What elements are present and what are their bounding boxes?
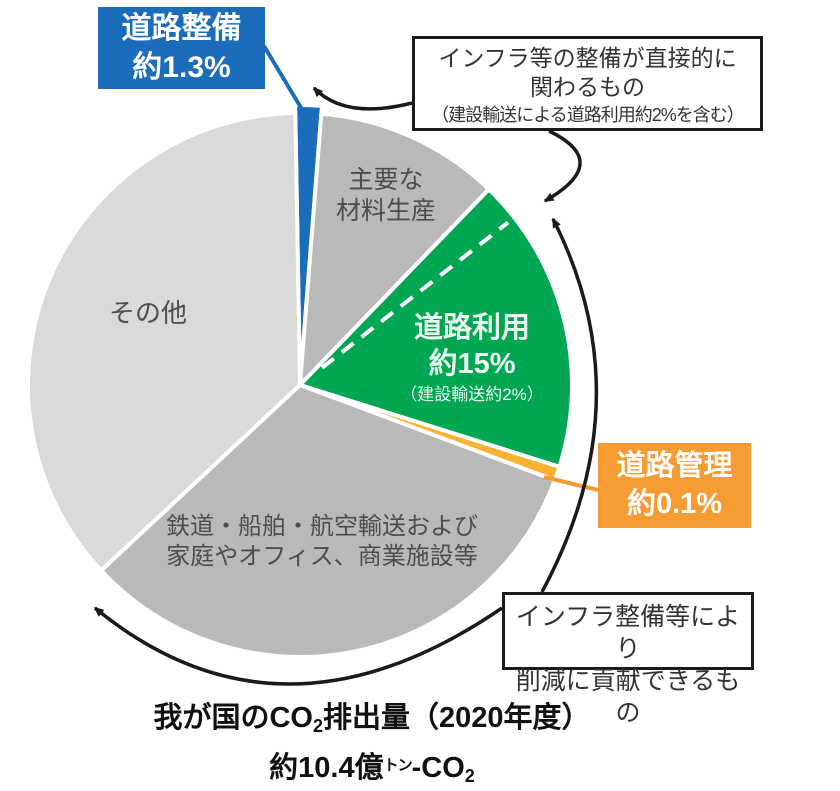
slice-label-others: その他 xyxy=(108,298,188,328)
caption-line2: 約10.4億トン-CO2 xyxy=(269,752,475,786)
materials-line2: 材料生産 xyxy=(335,197,437,225)
slice-label-transport: 鉄道・船舶・航空輸送および 家庭やオフィス、商業施設等 xyxy=(166,512,478,572)
road-management-value: 約0.1% xyxy=(626,488,723,520)
caption-co2-subscript-2: 2 xyxy=(464,766,475,786)
arc-reduction-right-arrow xyxy=(540,217,599,593)
arrow-direct-to-construction-transport xyxy=(543,129,582,203)
caption-line1: 我が国のCO2排出量（2020年度） xyxy=(153,702,591,736)
pie xyxy=(25,102,574,659)
road-management-label: 道路管理 xyxy=(616,450,733,482)
direct-callout-line1: インフラ等の整備が直接的に xyxy=(438,45,737,71)
pie-slice-transport-households xyxy=(99,383,557,659)
road-use-line3: （建設輸送約2%） xyxy=(400,385,544,404)
construction-transport-divider xyxy=(320,220,510,370)
transport-line1: 鉄道・船舶・航空輸送および xyxy=(166,513,478,540)
road-development-leader-line xyxy=(262,44,308,118)
road-use-line2: 約15% xyxy=(428,348,516,380)
caption-co2-subscript: 2 xyxy=(312,716,324,736)
road-development-value: 約1.3% xyxy=(132,51,231,84)
direct-callout-line3: （建設輸送による道路利用約2%を含む） xyxy=(431,105,744,125)
arrow-direct-to-road-development xyxy=(312,86,413,111)
pie-slice-others xyxy=(25,111,302,573)
direct-callout-line2: 関わるもの xyxy=(530,74,645,100)
pie-slice-materials-production xyxy=(298,111,491,387)
road-management-leader-line xyxy=(543,475,599,492)
reduction-callout-line2: 削減に貢献できるもの xyxy=(515,667,741,727)
dashed-divider-group xyxy=(320,220,510,370)
materials-line1: 主要な xyxy=(348,166,424,194)
caption-ton-small: トン xyxy=(383,757,413,774)
slice-label-materials: 主要な 材料生産 xyxy=(336,165,436,227)
road-use-line1: 道路利用 xyxy=(413,312,531,344)
road-development-label: 道路整備 xyxy=(121,12,242,45)
chart-caption: 我が国のCO2排出量（2020年度） 約10.4億トン-CO2 xyxy=(153,699,590,791)
reduction-contribution-callout: インフラ整備等により 削減に貢献できるもの xyxy=(502,592,754,727)
arc-reduction-bottom-arrow xyxy=(93,606,503,686)
pie-slice-road-use xyxy=(298,187,574,469)
road-management-callout: 道路管理 約0.1% xyxy=(598,443,751,528)
transport-line2: 家庭やオフィス、商業施設等 xyxy=(166,543,478,570)
slice-label-road-use: 道路利用 約15% （建設輸送約2%） xyxy=(400,310,544,406)
direct-involvement-callout: インフラ等の整備が直接的に 関わるもの （建設輸送による道路利用約2%を含む） xyxy=(412,36,763,131)
reduction-callout-line1: インフラ整備等により xyxy=(515,603,741,663)
road-development-callout: 道路整備 約1.3% xyxy=(98,7,265,89)
